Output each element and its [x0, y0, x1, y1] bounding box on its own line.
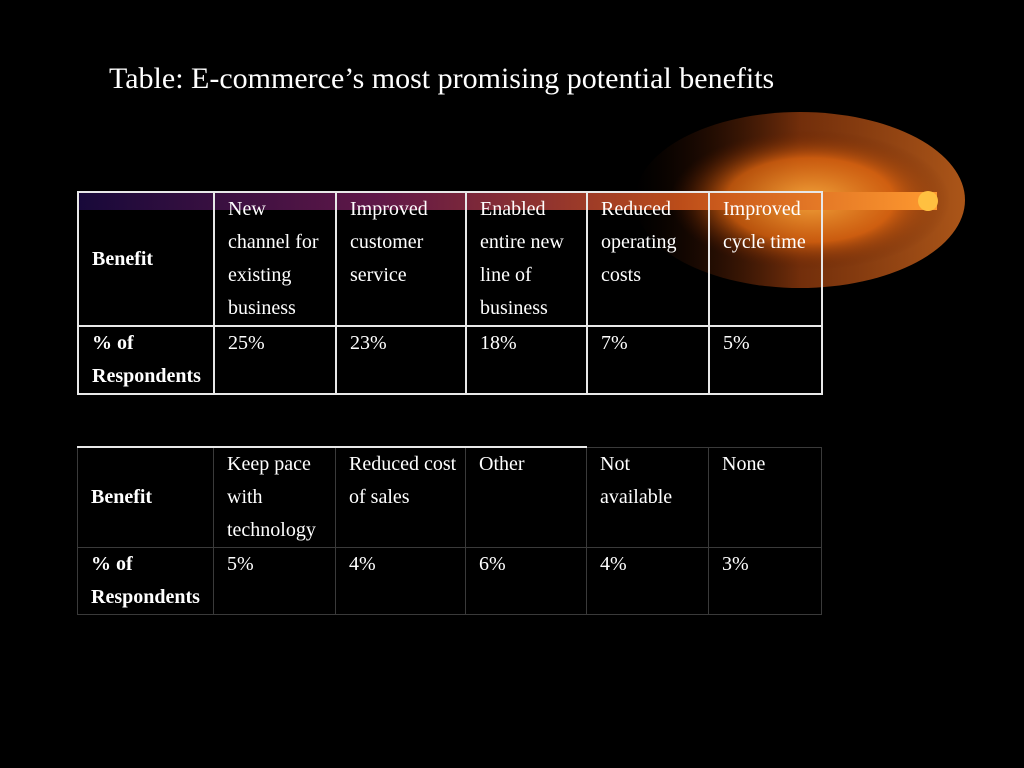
row-header-percent: % of Respondents	[77, 325, 215, 395]
table-cell: Improved customer service	[335, 191, 467, 327]
page-title: Table: E-commerce’s most promising poten…	[109, 62, 775, 95]
row-header-benefit: Benefit	[77, 191, 215, 327]
table-row: % of Respondents 5% 4% 6% 4% 3%	[77, 547, 822, 615]
table-cell: 6%	[465, 547, 587, 615]
table-cell: 4%	[586, 547, 709, 615]
table-cell: Improved cycle time	[708, 191, 823, 327]
table-cell: 5%	[708, 325, 823, 395]
table-cell: Reduced cost of sales	[335, 446, 466, 548]
table-cell: Other	[465, 446, 587, 548]
benefits-table-1: Benefit New channel for existing busines…	[77, 191, 823, 395]
table-cell: 18%	[465, 325, 588, 395]
row-header-percent: % of Respondents	[77, 547, 214, 615]
table-cell: 5%	[213, 547, 336, 615]
row-header-benefit: Benefit	[77, 446, 214, 548]
table-row: Benefit Keep pace with technology Reduce…	[77, 446, 822, 548]
table-cell: 3%	[708, 547, 822, 615]
table-cell: Enabled entire new line of business	[465, 191, 588, 327]
table-cell: New channel for existing business	[213, 191, 337, 327]
table-cell: Reduced operating costs	[586, 191, 710, 327]
table-cell: 4%	[335, 547, 466, 615]
benefits-table-2: Benefit Keep pace with technology Reduce…	[77, 446, 822, 615]
table-row: % of Respondents 25% 23% 18% 7% 5%	[77, 325, 823, 395]
table-cell: None	[708, 446, 822, 548]
table-cell: Keep pace with technology	[213, 446, 336, 548]
table-row: Benefit New channel for existing busines…	[77, 191, 823, 327]
table-cell: 25%	[213, 325, 337, 395]
table-cell: 7%	[586, 325, 710, 395]
table-cell: 23%	[335, 325, 467, 395]
table-cell: Not available	[586, 446, 709, 548]
